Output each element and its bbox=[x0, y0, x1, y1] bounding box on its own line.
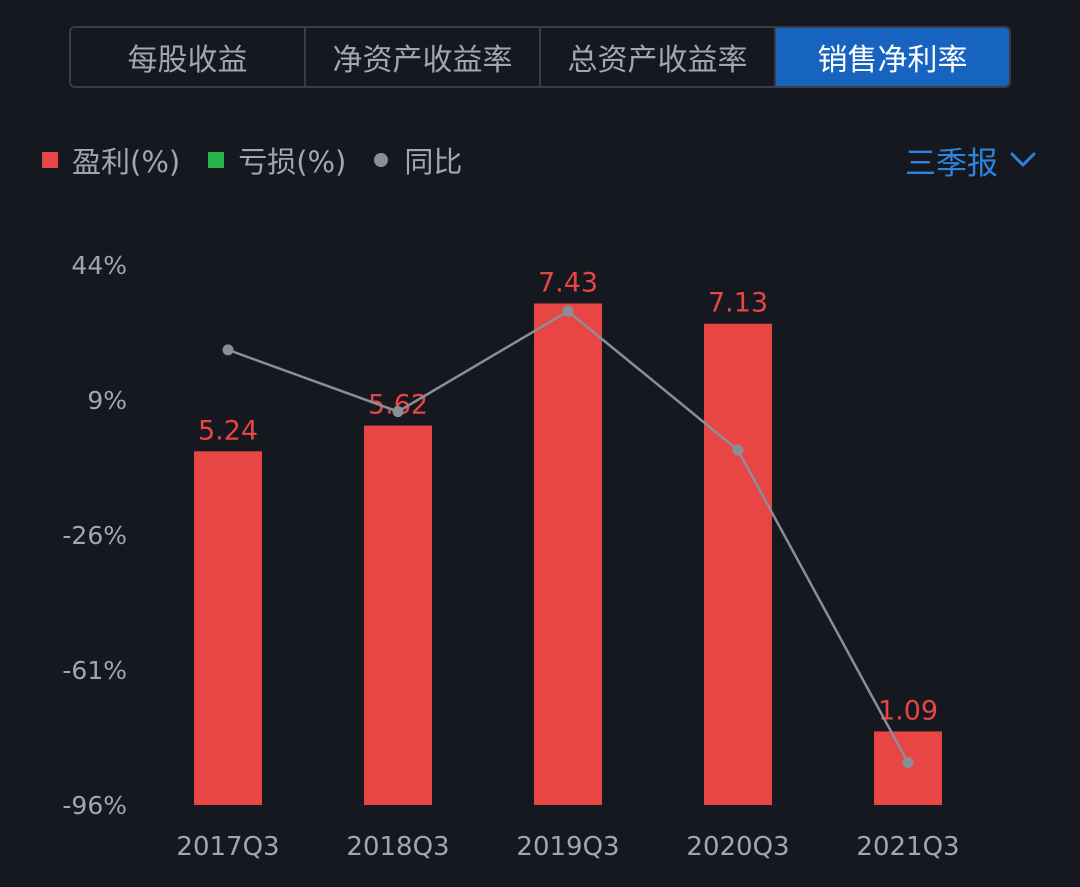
bar bbox=[704, 323, 772, 805]
tab-roa[interactable]: 总资产收益率 bbox=[541, 28, 776, 86]
yoy-point bbox=[902, 757, 914, 769]
y-tick-label: 44% bbox=[71, 251, 127, 280]
x-tick-label: 2019Q3 bbox=[516, 832, 619, 862]
legend-yoy[interactable]: 同比 bbox=[374, 139, 462, 181]
chevron-down-icon bbox=[1010, 152, 1036, 167]
legend-loss-label: 亏损(%) bbox=[238, 145, 347, 179]
bar bbox=[194, 451, 262, 805]
legend-yoy-label: 同比 bbox=[404, 145, 463, 179]
tab-roe[interactable]: 净资产收益率 bbox=[306, 28, 541, 86]
y-tick-label: -26% bbox=[62, 521, 127, 550]
legend-profit-label: 盈利(%) bbox=[72, 145, 181, 179]
x-tick-label: 2018Q3 bbox=[346, 832, 449, 862]
yoy-point bbox=[732, 444, 744, 456]
bar-value-label: 5.24 bbox=[198, 415, 258, 446]
bar bbox=[534, 303, 602, 805]
period-selector-label: 三季报 bbox=[905, 145, 998, 182]
y-tick-label: 9% bbox=[87, 386, 127, 415]
bar-value-label: 7.13 bbox=[708, 288, 768, 319]
y-tick-label: -96% bbox=[62, 791, 127, 820]
bar-value-label: 7.43 bbox=[538, 267, 598, 298]
period-selector[interactable]: 三季报 bbox=[905, 138, 1036, 182]
bar bbox=[874, 731, 942, 805]
bar bbox=[364, 425, 432, 805]
legend-loss[interactable]: 亏损(%) bbox=[208, 139, 346, 181]
yoy-point bbox=[562, 305, 574, 317]
yoy-dot-swatch bbox=[374, 153, 389, 167]
chart-legend: 盈利(%) 亏损(%) 同比 bbox=[42, 138, 490, 182]
yoy-point bbox=[222, 344, 234, 356]
x-tick-label: 2020Q3 bbox=[686, 832, 789, 862]
legend-profit[interactable]: 盈利(%) bbox=[42, 139, 180, 181]
bar-value-label: 1.09 bbox=[878, 695, 938, 726]
yoy-point bbox=[392, 406, 404, 418]
y-tick-label: -61% bbox=[62, 656, 127, 685]
metric-tabs: 每股收益 净资产收益率 总资产收益率 销售净利率 bbox=[69, 26, 1011, 88]
profit-swatch bbox=[42, 152, 58, 168]
tab-net-profit-margin[interactable]: 销售净利率 bbox=[776, 28, 1009, 86]
tab-eps[interactable]: 每股收益 bbox=[71, 28, 306, 86]
loss-swatch bbox=[208, 152, 225, 168]
x-tick-label: 2017Q3 bbox=[176, 832, 279, 862]
x-tick-label: 2021Q3 bbox=[856, 832, 959, 862]
